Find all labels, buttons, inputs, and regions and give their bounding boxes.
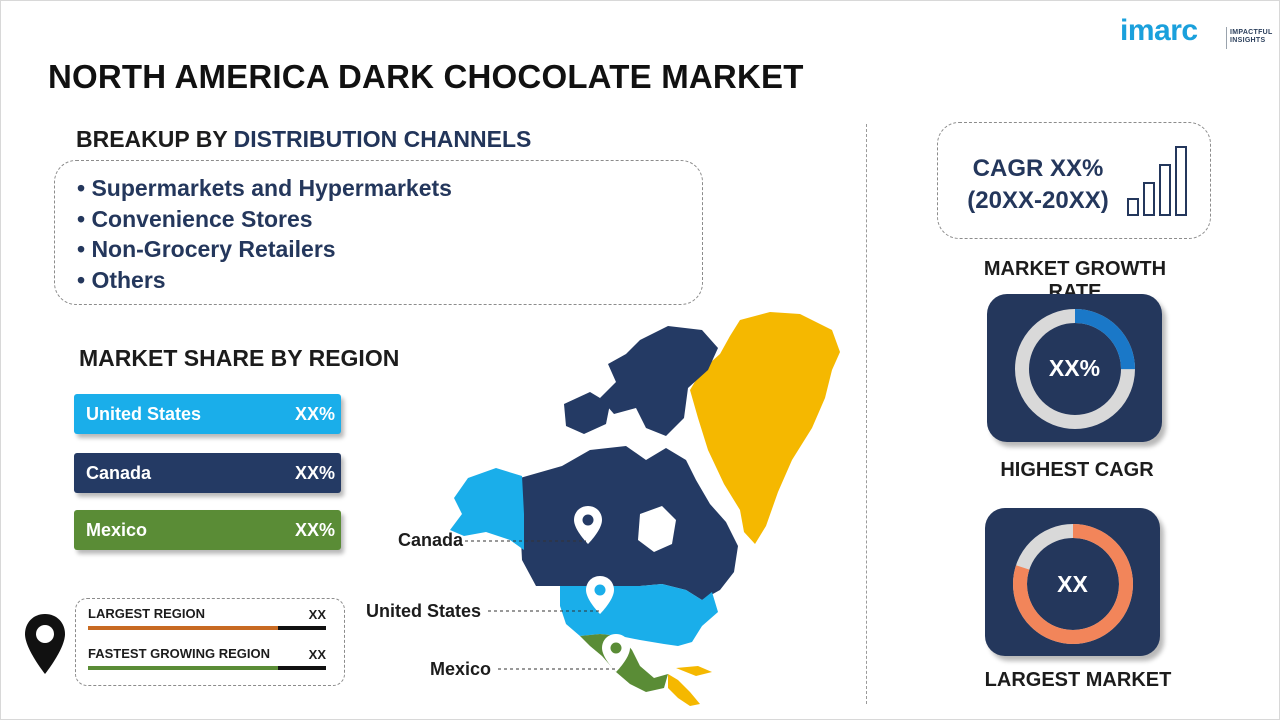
legend-row-fastest-growing: FASTEST GROWING REGION XX bbox=[88, 646, 326, 670]
legend-line-black bbox=[278, 666, 326, 670]
legend-line-colored bbox=[88, 666, 278, 670]
region-bar-value: XX% bbox=[294, 520, 335, 540]
legend-label: FASTEST GROWING REGION bbox=[88, 646, 271, 661]
region-bar-united-states: United States XX% bbox=[74, 394, 341, 434]
map-pin-us-icon bbox=[586, 576, 614, 614]
region-bar-canada: Canada XX% bbox=[74, 453, 341, 493]
region-bar-label: Mexico bbox=[86, 520, 148, 540]
logo-tagline: IMPACTFUL INSIGHTS bbox=[1230, 29, 1274, 45]
map-pin-mexico-icon bbox=[602, 634, 630, 672]
north-america-map bbox=[450, 312, 840, 706]
legend-value: XX bbox=[308, 647, 326, 662]
region-bar-value: XX% bbox=[294, 404, 335, 424]
highest-cagr-value: XX% bbox=[1048, 355, 1101, 381]
growth-bars-icon bbox=[1127, 146, 1187, 216]
distribution-heading-prefix: BREAKUP BY bbox=[76, 126, 234, 152]
distribution-channel-list: • Supermarkets and Hypermarkets • Conven… bbox=[77, 173, 452, 295]
map-label-united-states: United States bbox=[366, 601, 482, 621]
distribution-heading: BREAKUP BY DISTRIBUTION CHANNELS bbox=[76, 126, 531, 153]
logo-separator bbox=[1226, 27, 1227, 49]
map-central-america bbox=[668, 674, 700, 706]
map-caribbean bbox=[676, 666, 712, 676]
imarc-logo: imarc IMPACTFUL INSIGHTS bbox=[1120, 14, 1272, 54]
highest-cagr-tile: XX% bbox=[987, 294, 1162, 442]
map-canada bbox=[520, 446, 738, 600]
map-canada-islands-west bbox=[564, 392, 610, 434]
region-legend-box: LARGEST REGION XX FASTEST GROWING REGION… bbox=[75, 598, 345, 686]
distribution-channels-box: • Supermarkets and Hypermarkets • Conven… bbox=[54, 160, 703, 305]
logo-tagline-line2: INSIGHTS bbox=[1230, 37, 1266, 44]
cagr-box: CAGR XX% (20XX-20XX) bbox=[937, 122, 1211, 239]
map-hudson-bay bbox=[638, 506, 676, 552]
highest-cagr-label: HIGHEST CAGR bbox=[1000, 459, 1154, 481]
map-label-mexico: Mexico bbox=[430, 659, 492, 679]
cagr-line2: (20XX-20XX) bbox=[967, 187, 1109, 214]
channel-item: • Non-Grocery Retailers bbox=[77, 236, 336, 262]
largest-market-tile: XX bbox=[985, 508, 1160, 656]
page-title: NORTH AMERICA DARK CHOCOLATE MARKET bbox=[48, 58, 804, 95]
region-bar-value: XX% bbox=[294, 463, 335, 483]
cagr-text: CAGR XX% (20XX-20XX) bbox=[938, 153, 1138, 217]
largest-market-ring bbox=[1013, 524, 1133, 644]
region-bar-label: United States bbox=[86, 404, 202, 424]
map-mexico bbox=[580, 634, 668, 692]
map-label-canada: Canada bbox=[398, 530, 464, 550]
map-alaska bbox=[450, 468, 524, 550]
channel-item: • Others bbox=[77, 266, 166, 293]
region-bar-label: Canada bbox=[86, 463, 152, 483]
largest-market-label: LARGEST MARKET bbox=[984, 669, 1172, 691]
legend-value: XX bbox=[308, 607, 326, 622]
highest-cagr-ring bbox=[1015, 309, 1135, 429]
region-bar-mexico: Mexico XX% bbox=[74, 510, 341, 550]
legend-line-black bbox=[278, 626, 326, 630]
map-pin-canada-icon bbox=[574, 506, 602, 544]
legend-label: LARGEST REGION bbox=[88, 606, 206, 621]
logo-word: imarc bbox=[1120, 14, 1198, 47]
cagr-line1: CAGR XX% bbox=[972, 155, 1104, 182]
map-canada-islands bbox=[600, 326, 718, 436]
largest-market-value: XX bbox=[1057, 571, 1088, 597]
channel-item: • Convenience Stores bbox=[77, 205, 313, 232]
section-divider bbox=[866, 124, 867, 704]
location-pin-icon bbox=[25, 614, 65, 674]
logo-tagline-line1: IMPACTFUL bbox=[1230, 29, 1273, 36]
region-share-heading: MARKET SHARE BY REGION bbox=[79, 345, 400, 371]
distribution-heading-accent: DISTRIBUTION CHANNELS bbox=[233, 126, 532, 152]
ring-fill bbox=[1013, 524, 1133, 644]
legend-line-colored bbox=[88, 626, 278, 630]
legend-row-largest-region: LARGEST REGION XX bbox=[88, 606, 326, 630]
map-greenland bbox=[690, 312, 840, 544]
channel-item: • Supermarkets and Hypermarkets bbox=[77, 175, 452, 201]
ring-fill bbox=[1015, 309, 1135, 429]
